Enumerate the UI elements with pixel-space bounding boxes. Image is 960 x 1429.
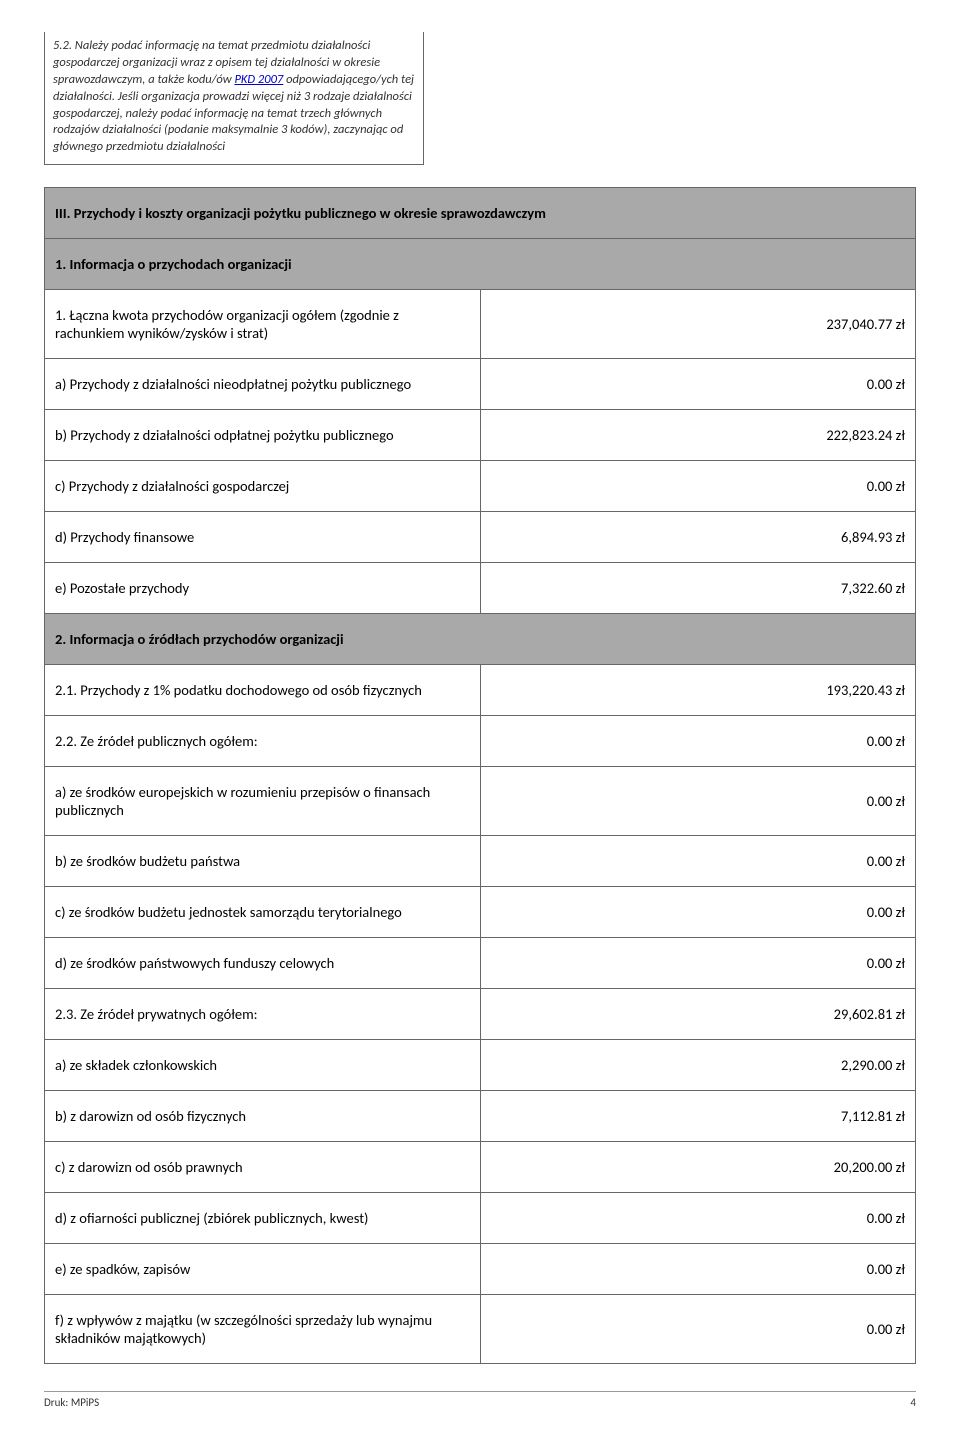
- row-label: a) Przychody z działalności nieodpłatnej…: [45, 359, 481, 410]
- row-label: a) ze środków europejskich w rozumieniu …: [45, 767, 481, 836]
- row-value: 0.00 zł: [480, 1295, 916, 1364]
- table-row: a) ze składek członkowskich2,290.00 zł: [45, 1040, 916, 1091]
- row-label: 1. Łączna kwota przychodów organizacji o…: [45, 290, 481, 359]
- table-row: e) ze spadków, zapisów0.00 zł: [45, 1244, 916, 1295]
- row-label: 2.3. Ze źródeł prywatnych ogółem:: [45, 989, 481, 1040]
- table-row: d) z ofiarności publicznej (zbiórek publ…: [45, 1193, 916, 1244]
- row-value: 2,290.00 zł: [480, 1040, 916, 1091]
- row-label: d) Przychody finansowe: [45, 512, 481, 563]
- row-label: c) ze środków budżetu jednostek samorząd…: [45, 887, 481, 938]
- row-label: c) z darowizn od osób prawnych: [45, 1142, 481, 1193]
- table-row: 2.2. Ze źródeł publicznych ogółem:0.00 z…: [45, 716, 916, 767]
- row-value: 193,220.43 zł: [480, 665, 916, 716]
- row-label: d) ze środków państwowych funduszy celow…: [45, 938, 481, 989]
- row-value: 222,823.24 zł: [480, 410, 916, 461]
- row-value: 0.00 zł: [480, 716, 916, 767]
- table-row: 2.1. Przychody z 1% podatku dochodowego …: [45, 665, 916, 716]
- row-label: b) z darowizn od osób fizycznych: [45, 1091, 481, 1142]
- row-label: b) ze środków budżetu państwa: [45, 836, 481, 887]
- pkd-link[interactable]: PKD 2007: [234, 72, 283, 87]
- table-row: c) z darowizn od osób prawnych20,200.00 …: [45, 1142, 916, 1193]
- row-value: 29,602.81 zł: [480, 989, 916, 1040]
- row-value: 0.00 zł: [480, 938, 916, 989]
- intro-note: 5.2. Należy podać informację na temat pr…: [44, 32, 424, 165]
- table-row: d) Przychody finansowe6,894.93 zł: [45, 512, 916, 563]
- table-row: b) z darowizn od osób fizycznych7,112.81…: [45, 1091, 916, 1142]
- table-row: c) ze środków budżetu jednostek samorząd…: [45, 887, 916, 938]
- row-label: 2.2. Ze źródeł publicznych ogółem:: [45, 716, 481, 767]
- row-label: 2.1. Przychody z 1% podatku dochodowego …: [45, 665, 481, 716]
- footer-left: Druk: MPiPS: [44, 1396, 99, 1409]
- row-label: d) z ofiarności publicznej (zbiórek publ…: [45, 1193, 481, 1244]
- row-value: 20,200.00 zł: [480, 1142, 916, 1193]
- table-row: b) ze środków budżetu państwa0.00 zł: [45, 836, 916, 887]
- row-value: 0.00 zł: [480, 461, 916, 512]
- row-label: e) ze spadków, zapisów: [45, 1244, 481, 1295]
- table-row: 1. Łączna kwota przychodów organizacji o…: [45, 290, 916, 359]
- row-value: 237,040.77 zł: [480, 290, 916, 359]
- row-label: c) Przychody z działalności gospodarczej: [45, 461, 481, 512]
- row-value: 0.00 zł: [480, 767, 916, 836]
- row-value: 0.00 zł: [480, 359, 916, 410]
- sub2-header: 2. Informacja o źródłach przychodów orga…: [45, 614, 916, 665]
- table-row: b) Przychody z działalności odpłatnej po…: [45, 410, 916, 461]
- row-value: 7,322.60 zł: [480, 563, 916, 614]
- row-label: a) ze składek członkowskich: [45, 1040, 481, 1091]
- row-label: b) Przychody z działalności odpłatnej po…: [45, 410, 481, 461]
- table-row: d) ze środków państwowych funduszy celow…: [45, 938, 916, 989]
- row-label: e) Pozostałe przychody: [45, 563, 481, 614]
- intro-section-num: 5.2.: [53, 38, 72, 53]
- section3-header: III. Przychody i koszty organizacji poży…: [45, 188, 916, 239]
- table-row: a) ze środków europejskich w rozumieniu …: [45, 767, 916, 836]
- row-value: 0.00 zł: [480, 1193, 916, 1244]
- sub1-header: 1. Informacja o przychodach organizacji: [45, 239, 916, 290]
- row-label: f) z wpływów z majątku (w szczególności …: [45, 1295, 481, 1364]
- table-row: 2.3. Ze źródeł prywatnych ogółem:29,602.…: [45, 989, 916, 1040]
- page-footer: Druk: MPiPS 4: [44, 1391, 916, 1409]
- row-value: 0.00 zł: [480, 836, 916, 887]
- table-row: f) z wpływów z majątku (w szczególności …: [45, 1295, 916, 1364]
- row-value: 0.00 zł: [480, 1244, 916, 1295]
- row-value: 7,112.81 zł: [480, 1091, 916, 1142]
- table-row: a) Przychody z działalności nieodpłatnej…: [45, 359, 916, 410]
- table-row: c) Przychody z działalności gospodarczej…: [45, 461, 916, 512]
- row-value: 6,894.93 zł: [480, 512, 916, 563]
- footer-page-number: 4: [910, 1396, 916, 1409]
- table-row: e) Pozostałe przychody7,322.60 zł: [45, 563, 916, 614]
- financial-table: III. Przychody i koszty organizacji poży…: [44, 187, 916, 1364]
- row-value: 0.00 zł: [480, 887, 916, 938]
